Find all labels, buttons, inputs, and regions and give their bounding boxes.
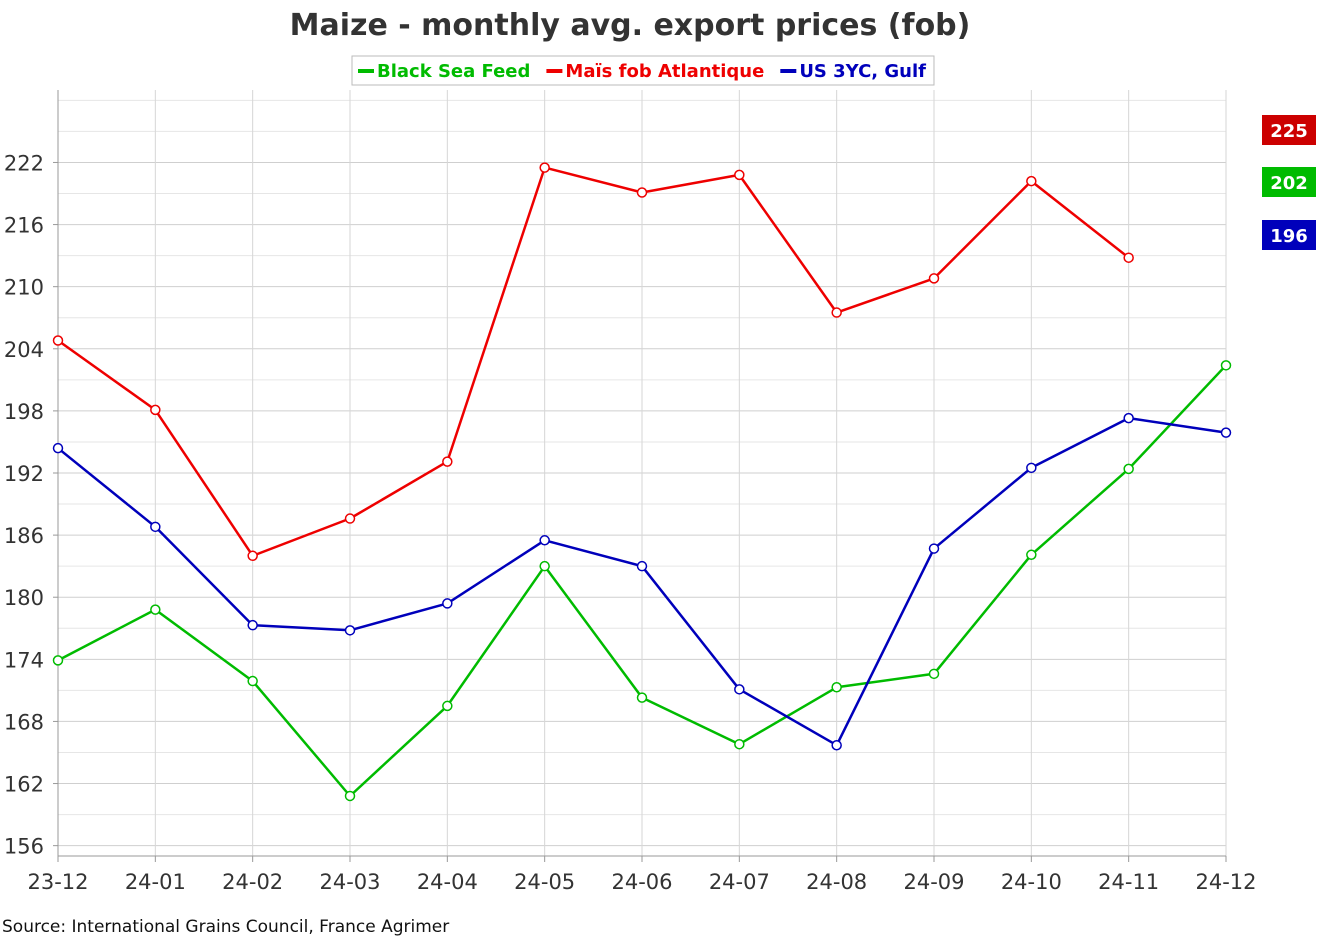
y-tick-label: 168 bbox=[4, 710, 44, 734]
value-badge-bg bbox=[1262, 167, 1316, 197]
value-badge: 202 bbox=[1262, 167, 1316, 197]
value-badge-label: 202 bbox=[1270, 173, 1308, 194]
series-0 bbox=[52, 360, 1232, 802]
y-tick-label: 210 bbox=[4, 276, 44, 300]
series-1 bbox=[52, 162, 1134, 562]
data-point bbox=[442, 456, 453, 467]
data-point bbox=[442, 700, 453, 712]
y-tick-label: 204 bbox=[4, 338, 44, 362]
data-point bbox=[831, 739, 842, 751]
data-point bbox=[1123, 412, 1134, 424]
data-point bbox=[1123, 463, 1134, 475]
data-point bbox=[150, 604, 161, 615]
series-2 bbox=[52, 412, 1232, 751]
x-tick-label: 24-12 bbox=[1195, 870, 1256, 894]
y-tick-label: 198 bbox=[4, 400, 44, 424]
data-point bbox=[150, 404, 161, 416]
data-point bbox=[928, 668, 940, 680]
y-tick-label: 162 bbox=[4, 773, 44, 797]
data-point bbox=[247, 619, 258, 631]
data-point bbox=[1026, 175, 1037, 187]
data-point bbox=[734, 738, 745, 750]
legend-label: Black Sea Feed bbox=[377, 61, 530, 82]
data-point bbox=[636, 187, 648, 198]
legend-label: US 3YC, Gulf bbox=[799, 61, 926, 82]
series-group bbox=[52, 162, 1232, 802]
y-tick-label: 216 bbox=[4, 214, 44, 238]
data-point bbox=[442, 598, 453, 609]
value-badge: 196 bbox=[1262, 220, 1316, 250]
series-line bbox=[57, 166, 1130, 558]
x-tick-label: 24-02 bbox=[222, 870, 283, 894]
chart-title: Maize - monthly avg. export prices (fob) bbox=[290, 8, 971, 43]
axes: 156 162 168 174 180 186 192 198 204 210 216 222 23-1… bbox=[4, 90, 1257, 894]
x-tick-label: 24-06 bbox=[611, 870, 672, 894]
data-point bbox=[344, 513, 356, 524]
value-badge: 225 bbox=[1262, 115, 1316, 145]
data-point bbox=[344, 625, 356, 636]
data-point bbox=[1220, 427, 1232, 438]
data-point bbox=[150, 521, 161, 533]
data-point bbox=[928, 273, 940, 284]
value-badges: 225 202 196 bbox=[1262, 115, 1316, 250]
y-tick-label: 192 bbox=[4, 462, 44, 486]
data-point bbox=[247, 675, 258, 687]
source-note: Source: International Grains Council, Fr… bbox=[2, 917, 449, 937]
data-point bbox=[734, 169, 745, 181]
data-point bbox=[539, 560, 550, 572]
x-tick-label: 24-01 bbox=[125, 870, 186, 894]
grid bbox=[57, 90, 1227, 856]
legend: Black Sea Feed Maïs fob Atlantique US 3YC,… bbox=[351, 55, 935, 86]
x-tick-label: 23-12 bbox=[27, 870, 88, 894]
y-tick-label: 174 bbox=[4, 648, 44, 672]
value-badge-bg bbox=[1262, 220, 1316, 250]
data-point bbox=[344, 790, 356, 802]
legend-label: Maïs fob Atlantique bbox=[565, 61, 764, 82]
data-point bbox=[1220, 360, 1232, 371]
y-tick-label: 222 bbox=[4, 151, 44, 175]
data-point bbox=[52, 335, 64, 346]
data-point bbox=[539, 162, 550, 173]
x-tick-label: 24-08 bbox=[806, 870, 867, 894]
data-point bbox=[52, 442, 64, 454]
value-badge-label: 225 bbox=[1270, 121, 1308, 142]
value-badge-label: 196 bbox=[1270, 226, 1308, 247]
x-tick-label: 24-05 bbox=[514, 870, 575, 894]
x-tick-label: 24-03 bbox=[319, 870, 380, 894]
data-point bbox=[52, 655, 64, 666]
value-badge-bg bbox=[1262, 115, 1316, 145]
data-point bbox=[1026, 549, 1037, 561]
y-tick-label: 156 bbox=[4, 835, 44, 859]
x-tick-label: 24-10 bbox=[1001, 870, 1062, 894]
x-tick-label: 24-09 bbox=[903, 870, 964, 894]
data-point bbox=[636, 560, 648, 572]
data-point bbox=[247, 550, 258, 562]
x-tick-label: 24-07 bbox=[709, 870, 770, 894]
data-point bbox=[1123, 252, 1134, 263]
x-tick-label: 24-11 bbox=[1098, 870, 1159, 894]
data-point bbox=[734, 684, 745, 695]
data-point bbox=[539, 535, 550, 546]
data-point bbox=[928, 543, 940, 554]
y-tick-label: 186 bbox=[4, 524, 44, 548]
data-point bbox=[1026, 462, 1037, 474]
data-point bbox=[636, 692, 648, 703]
x-tick-label: 24-04 bbox=[417, 870, 478, 894]
legend-box bbox=[351, 55, 935, 86]
data-point bbox=[831, 307, 842, 318]
data-point bbox=[831, 682, 842, 693]
y-tick-label: 180 bbox=[4, 586, 44, 610]
